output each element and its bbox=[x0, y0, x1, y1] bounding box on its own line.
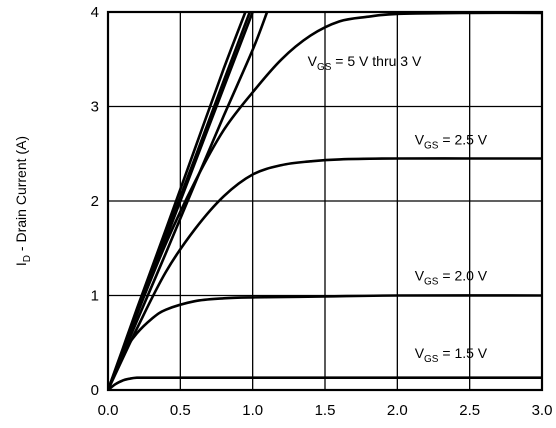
y-axis-label-main: I bbox=[13, 262, 29, 266]
annotation-sub: GS bbox=[424, 354, 439, 365]
curve-6 bbox=[108, 294, 542, 390]
annotation-sub: GS bbox=[424, 276, 439, 287]
annotation-main: V bbox=[415, 131, 425, 147]
y-tick-label-1: 1 bbox=[91, 288, 99, 305]
annotation-0: VGS = 5 V thru 3 V bbox=[308, 53, 422, 73]
annotation-rest: = 2.5 V bbox=[438, 131, 487, 147]
annotation-sub: GS bbox=[317, 62, 332, 73]
y-tick-label-3: 3 bbox=[91, 99, 99, 116]
y-axis-label-rest: - Drain Current (A) bbox=[13, 136, 29, 255]
x-tick-labels: 0.0 0.5 1.0 1.5 2.0 2.5 3.0 bbox=[98, 402, 553, 419]
annotation-rest: = 1.5 V bbox=[438, 345, 487, 361]
annotation-2: VGS = 2.0 V bbox=[415, 267, 488, 287]
x-tick-label-6: 3.0 bbox=[532, 402, 553, 419]
annotation-rest: = 2.0 V bbox=[438, 267, 487, 283]
curves bbox=[108, 11, 542, 390]
annotation-main: V bbox=[415, 267, 425, 283]
y-tick-labels: 0 1 2 3 4 bbox=[91, 4, 99, 399]
annotation-main: V bbox=[415, 345, 425, 361]
x-tick-label-3: 1.5 bbox=[315, 402, 336, 419]
y-axis-label: ID - Drain Current (A) bbox=[13, 136, 33, 266]
y-axis-label-sub: D bbox=[22, 255, 33, 262]
curve-7 bbox=[108, 376, 542, 390]
x-tick-label-5: 2.5 bbox=[459, 402, 480, 419]
y-tick-label-0: 0 bbox=[91, 382, 99, 399]
plot-frame bbox=[106, 10, 544, 392]
y-tick-label-4: 4 bbox=[91, 4, 99, 21]
annotation-1: VGS = 2.5 V bbox=[415, 131, 488, 151]
x-tick-label-0: 0.0 bbox=[98, 402, 119, 419]
annotation-sub: GS bbox=[424, 140, 439, 151]
annotation-rest: = 5 V thru 3 V bbox=[331, 53, 422, 69]
x-tick-label-2: 1.0 bbox=[242, 402, 263, 419]
y-tick-label-2: 2 bbox=[91, 193, 99, 210]
x-tick-label-1: 0.5 bbox=[170, 402, 191, 419]
curve-4 bbox=[108, 11, 542, 390]
curve-5 bbox=[108, 157, 542, 390]
annotation-3: VGS = 1.5 V bbox=[415, 345, 488, 365]
x-tick-label-4: 2.0 bbox=[387, 402, 408, 419]
annotation-main: V bbox=[308, 53, 318, 69]
